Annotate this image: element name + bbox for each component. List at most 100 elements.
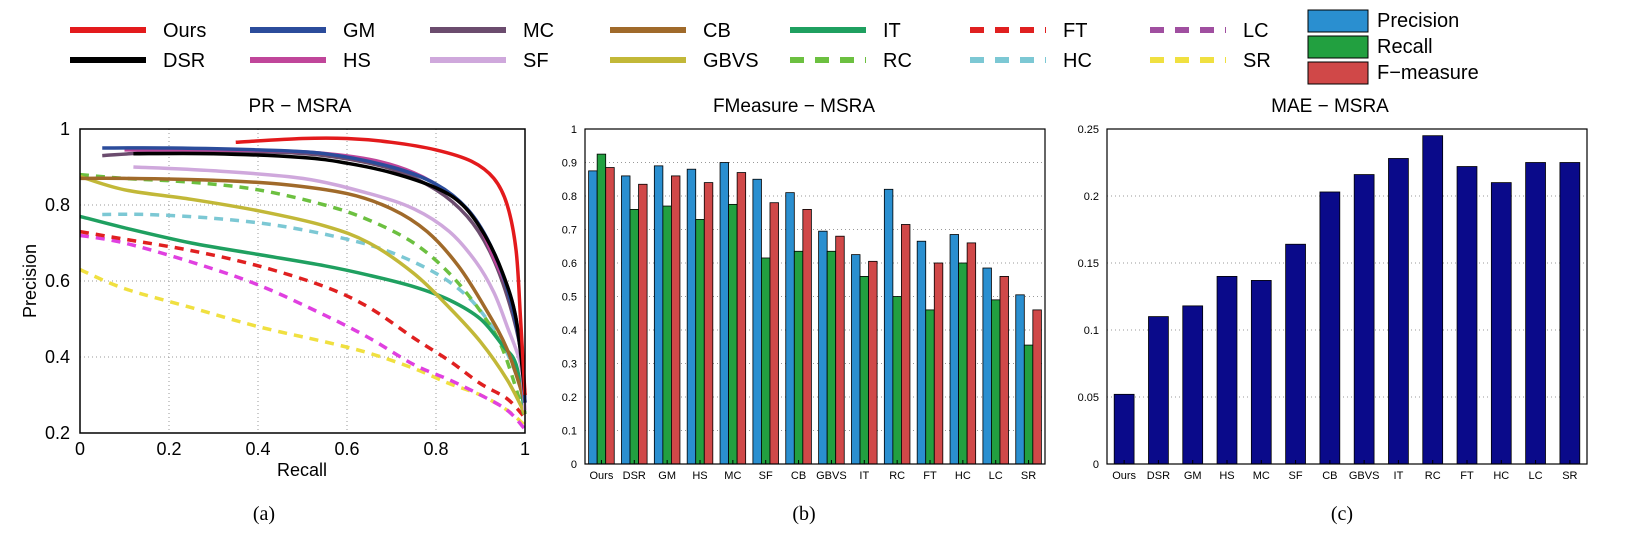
pr-ytick-label: 1	[60, 119, 70, 139]
pr-series-sf	[133, 165, 527, 411]
fmeasure-xtick-label: MC	[724, 470, 741, 482]
fmeasure-xtick-label: SR	[1021, 470, 1036, 482]
fmeasure-bar-cb-recall	[793, 250, 804, 465]
fmeasure-ytick-label: 0	[571, 459, 577, 471]
fmeasure-chart-title: FMeasure − MSRA	[713, 96, 875, 117]
pr-xtick-label: 0.4	[245, 439, 270, 459]
legend-label-hs: HS	[343, 50, 371, 72]
fmeasure-bar-mc-recall	[728, 203, 738, 465]
caption-b: (b)	[792, 503, 815, 525]
fmeasure-ytick-label: 1	[571, 124, 577, 136]
pr-xtick-label: 0.6	[334, 439, 359, 459]
fmeasure-bar-ours-f-measure	[605, 167, 615, 465]
fmeasure-xtick-label: DSR	[623, 470, 646, 482]
pr-series-gm	[102, 146, 527, 403]
pr-series-cb	[79, 176, 527, 404]
legend-label-it: IT	[883, 20, 901, 42]
mae-bar-it-mae	[1388, 158, 1409, 465]
mae-xtick-label: FT	[1460, 470, 1474, 482]
mae-ytick-label: 0.15	[1078, 258, 1099, 270]
pr-series-dsr	[133, 151, 527, 396]
fmeasure-bar-rc-f-measure	[901, 224, 911, 465]
legend-label-cb: CB	[703, 20, 731, 42]
fmeasure-bar-gm-recall	[662, 205, 672, 465]
legend-label-ours: Ours	[163, 20, 206, 42]
mae-bar-hc-mae	[1490, 182, 1512, 465]
mae-chart-bars	[1113, 135, 1581, 465]
fmeasure-xtick-label: HS	[692, 470, 707, 482]
fmeasure-bar-rc-recall	[892, 296, 902, 465]
pr-chart-ticks: 0 0.2 0.4 0.6 0.8 10.20.40.60.81	[45, 119, 530, 459]
legend-label-lc: LC	[1243, 20, 1269, 42]
fmeasure-ytick-label: 0.8	[562, 191, 577, 203]
mae-xtick-label: HC	[1493, 470, 1509, 482]
caption-a: (a)	[253, 503, 275, 525]
mae-xtick-label: MC	[1253, 470, 1270, 482]
legend-swatch-f-measure	[1307, 61, 1369, 85]
fmeasure-bar-sf-recall	[761, 257, 771, 465]
fmeasure-bar-sr-recall	[1023, 344, 1034, 465]
mae-ytick-label: 0.05	[1078, 392, 1099, 404]
mae-chart-ticks: 0 0.05 0.1 0.15 0.2 0.25 Ours DSR GM HS MC SF CB GBVS…	[1078, 124, 1578, 482]
mae-bar-gbvs-mae	[1353, 174, 1375, 465]
fmeasure-xtick-label: IT	[859, 470, 869, 482]
mae-bar-hs-mae	[1216, 275, 1238, 465]
pr-xtick-label: 0.2	[156, 439, 181, 459]
pr-ytick-label: 0.4	[45, 347, 70, 367]
pr-series-sr	[79, 267, 527, 427]
mae-bar-mc-mae	[1250, 280, 1272, 465]
fmeasure-bar-lc-recall	[991, 299, 1001, 465]
fmeasure-chart-bars	[588, 153, 1042, 465]
legend-label-recall: Recall	[1377, 36, 1433, 58]
fmeasure-ytick-label: 0.6	[562, 258, 577, 270]
mae-bar-cb-mae	[1319, 191, 1341, 465]
legend-label-gm: GM	[343, 20, 375, 42]
pr-chart-title: PR − MSRA	[249, 96, 352, 117]
fmeasure-ytick-label: 0.1	[562, 426, 577, 438]
mae-xtick-label: RC	[1425, 470, 1441, 482]
fmeasure-bar-ft-precision	[916, 240, 927, 465]
legend: Ours DSR GM HS MC SF CB GBVS IT RC FT HC LC SR Precisi…	[70, 9, 1479, 85]
pr-ytick-label: 0.8	[45, 195, 70, 215]
legend-label-rc: RC	[883, 50, 912, 72]
fmeasure-bar-it-recall	[859, 275, 869, 465]
fmeasure-ytick-label: 0.5	[562, 292, 577, 304]
fmeasure-bar-hc-f-measure	[966, 242, 977, 465]
mae-xtick-label: IT	[1394, 470, 1404, 482]
mae-bar-sf-mae	[1285, 243, 1306, 465]
mae-xtick-label: HS	[1219, 470, 1234, 482]
fmeasure-chart-frame	[584, 128, 1046, 465]
pr-ytick-label: 0.2	[45, 423, 70, 443]
mae-ytick-label: 0.25	[1078, 124, 1099, 136]
pr-series-ft	[79, 229, 527, 419]
fmeasure-ytick-label: 0.3	[562, 359, 577, 371]
pr-series-lc	[79, 233, 527, 431]
fmeasure-bar-sr-precision	[1015, 294, 1025, 465]
fmeasure-chart-ticks: 0 0.1 0.2 0.3 0.4 0.5 0.6 0.7 0.8 0.9 1 Ours DSR GM HS…	[562, 124, 1037, 482]
fmeasure-bar-gm-f-measure	[671, 175, 681, 465]
fmeasure-chart: FMeasure − MSRA 0 0.1 0.2 0.3 0.4 0.5 0.6 0.7 0.…	[562, 96, 1046, 482]
pr-series-it	[79, 214, 527, 415]
legend-label-sr: SR	[1243, 50, 1271, 72]
mae-bar-dsr-mae	[1148, 316, 1169, 465]
fmeasure-ytick-label: 0.4	[562, 325, 577, 337]
mae-xtick-label: DSR	[1147, 470, 1170, 482]
fmeasure-bar-gbvs-f-measure	[835, 235, 845, 465]
pr-xtick-label: 0.8	[423, 439, 448, 459]
mae-bar-rc-mae	[1422, 135, 1444, 465]
fmeasure-bar-sf-f-measure	[769, 202, 779, 465]
fmeasure-bar-ft-f-measure	[933, 262, 944, 465]
mae-xtick-label: SF	[1289, 470, 1303, 482]
caption-c: (c)	[1331, 503, 1353, 525]
pr-series-gbvs	[79, 174, 527, 415]
mae-ytick-label: 0	[1093, 459, 1099, 471]
fmeasure-ytick-label: 0.7	[562, 225, 577, 237]
fmeasure-bar-mc-f-measure	[736, 172, 747, 465]
fmeasure-bar-dsr-recall	[629, 208, 639, 465]
pr-xtick-label: 0	[75, 439, 85, 459]
legend-label-sf: SF	[523, 50, 549, 72]
fmeasure-bar-gbvs-precision	[818, 230, 828, 465]
mae-chart-frame	[1106, 128, 1588, 465]
mae-chart: MAE − MSRA 0 0.05 0.1 0.15 0.2 0.25 Ours DSR GM H…	[1078, 96, 1588, 482]
